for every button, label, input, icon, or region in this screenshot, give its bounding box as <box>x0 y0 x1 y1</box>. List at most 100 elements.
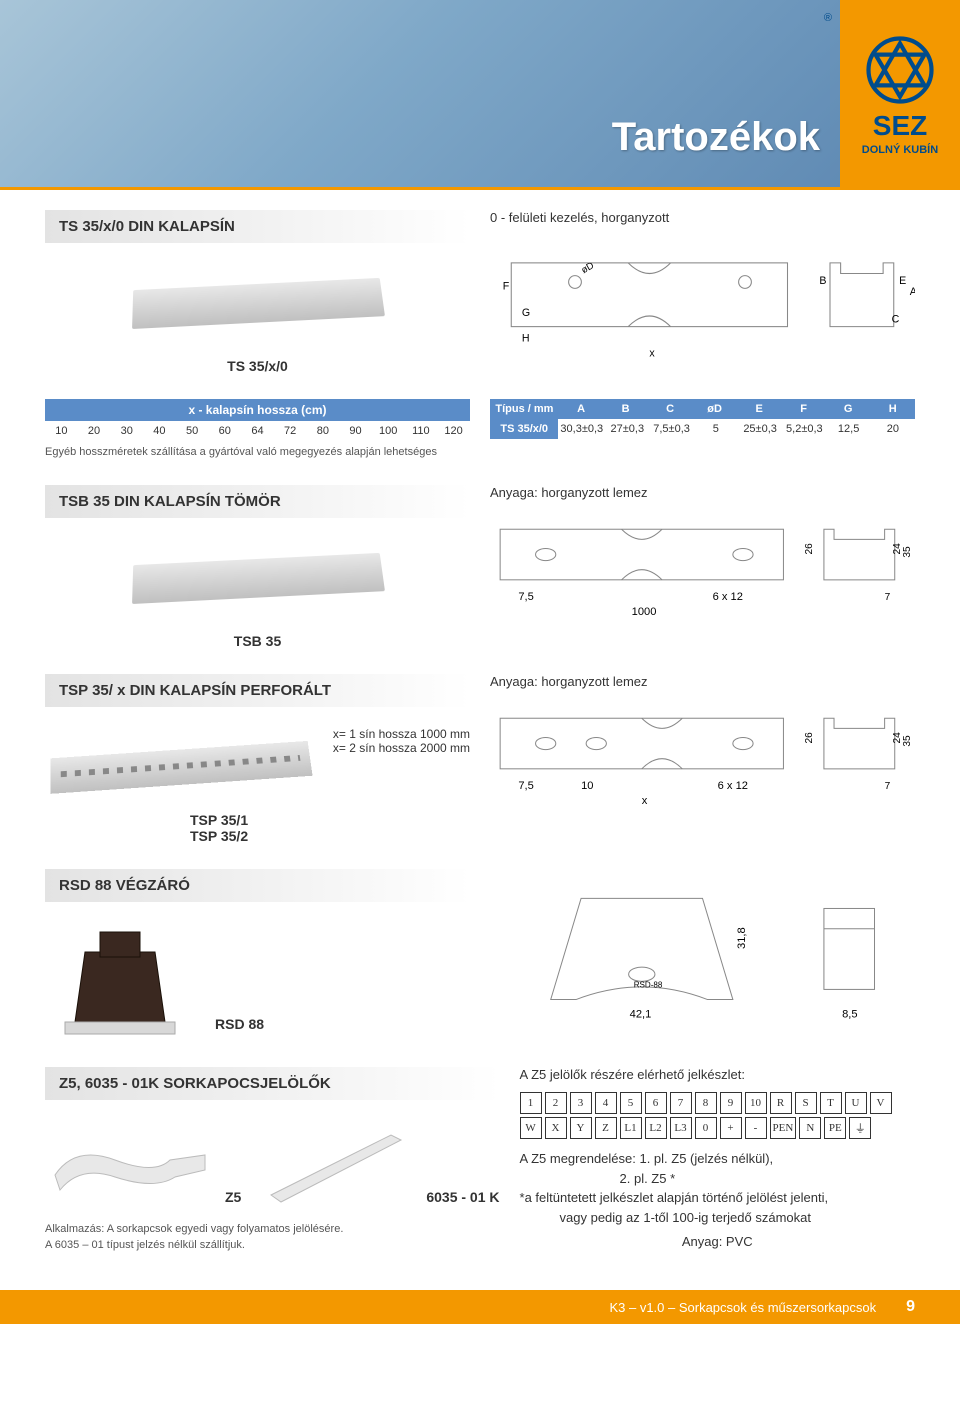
marker-set: 12345678910RSTUVWXYZL1L2L30+-PENNPE⏚ <box>520 1092 915 1139</box>
marker-8: 8 <box>695 1092 717 1114</box>
ts35-label: TS 35/x/0 <box>45 358 470 374</box>
marker-X: X <box>545 1117 567 1139</box>
marker-T: T <box>820 1092 842 1114</box>
svg-text:31,8: 31,8 <box>736 927 748 949</box>
page-title: Tartozékok <box>612 115 820 160</box>
tsb35-image <box>45 528 470 628</box>
type-headers: Típus / mmABCøDEFGH <box>490 399 915 419</box>
marker-1: 1 <box>520 1092 542 1114</box>
marker-Y: Y <box>570 1117 592 1139</box>
tsp35-header: TSP 35/ x DIN KALAPSÍN PERFORÁLT <box>45 674 470 707</box>
marker-L1: L1 <box>620 1117 642 1139</box>
tsp35-desc: Anyaga: horganyzott lemez <box>490 674 915 689</box>
ts35-diagram: F G H x øD B E A C <box>490 235 915 365</box>
page-footer: K3 – v1.0 – Sorkapcsok és műszersorkapcs… <box>0 1290 960 1324</box>
svg-text:E: E <box>899 275 906 287</box>
marker-W: W <box>520 1117 542 1139</box>
ts35-desc: 0 - felületi kezelés, horganyzott <box>490 210 915 225</box>
tsb35-diagram: 7,5 6 x 12 1000 26 24 35 7 <box>490 510 915 620</box>
svg-text:26: 26 <box>804 543 815 555</box>
svg-text:6 x 12: 6 x 12 <box>718 780 748 792</box>
tsp35-diagram: 7,5 10 6 x 12 x 26 24 35 7 <box>490 699 915 809</box>
svg-text:42,1: 42,1 <box>630 1009 652 1021</box>
svg-text:1000: 1000 <box>632 607 657 619</box>
svg-text:8,5: 8,5 <box>842 1009 857 1021</box>
tsp35-labels: TSP 35/1 TSP 35/2 <box>45 812 470 844</box>
type-row: TS 35/x/030,3±0,327±0,37,5±0,3525±0,35,2… <box>490 419 915 439</box>
svg-text:7: 7 <box>885 781 891 792</box>
svg-text:26: 26 <box>804 732 815 744</box>
footer-text: K3 – v1.0 – Sorkapcsok és műszersorkapcs… <box>609 1300 876 1315</box>
marker-10: 10 <box>745 1092 767 1114</box>
sez-logo-icon <box>865 35 935 105</box>
svg-text:35: 35 <box>902 546 913 558</box>
marker-PE: PE <box>824 1117 846 1139</box>
svg-text:G: G <box>522 307 530 319</box>
6035-image <box>251 1120 416 1215</box>
z5-desc: A Z5 jelölők részére elérhető jelkészlet… <box>520 1067 915 1082</box>
marker-Z: Z <box>595 1117 617 1139</box>
length-table: x - kalapsín hossza (cm) 102030405060647… <box>45 399 470 441</box>
marker-3: 3 <box>570 1092 592 1114</box>
svg-text:35: 35 <box>902 735 913 747</box>
svg-text:RSD-88: RSD-88 <box>634 980 663 989</box>
length-note: Egyéb hosszméretek szállítása a gyártóva… <box>45 446 470 458</box>
marker-⏚: ⏚ <box>849 1117 871 1139</box>
marker-0: 0 <box>695 1117 717 1139</box>
svg-text:6 x 12: 6 x 12 <box>713 591 743 603</box>
z5-order-info: A Z5 megrendelése: 1. pl. Z5 (jelzés nél… <box>520 1149 915 1252</box>
z5-label: Z5 <box>225 1189 241 1205</box>
tsp35-image <box>45 727 318 807</box>
rsd88-header: RSD 88 VÉGZÁRÓ <box>45 869 470 902</box>
svg-text:F: F <box>503 280 510 292</box>
brand-logo: SEZ DOLNÝ KUBÍN <box>840 0 960 190</box>
page-number: 9 <box>906 1298 915 1316</box>
svg-text:A: A <box>910 286 915 298</box>
marker-R: R <box>770 1092 792 1114</box>
ts35-image <box>45 253 470 353</box>
svg-text:10: 10 <box>581 780 593 792</box>
logo-subtitle: DOLNÝ KUBÍN <box>862 144 938 156</box>
marker-U: U <box>845 1092 867 1114</box>
6035-label: 6035 - 01 K <box>426 1189 499 1205</box>
z5-usage: Alkalmazás: A sorkapcsok egyedi vagy fol… <box>45 1223 500 1235</box>
marker-4: 4 <box>595 1092 617 1114</box>
svg-text:7,5: 7,5 <box>518 591 533 603</box>
marker-9: 9 <box>720 1092 742 1114</box>
tsb35-header: TSB 35 DIN KALAPSÍN TÖMÖR <box>45 485 470 518</box>
length-caption: x - kalapsín hossza (cm) <box>45 399 470 421</box>
marker-L3: L3 <box>670 1117 692 1139</box>
marker-PEN: PEN <box>770 1117 797 1139</box>
tsp35-note2: x= 2 sín hossza 2000 mm <box>333 741 470 755</box>
marker-L2: L2 <box>645 1117 667 1139</box>
marker--: - <box>745 1117 767 1139</box>
tsp35-note1: x= 1 sín hossza 1000 mm <box>333 727 470 741</box>
type-table: Típus / mmABCøDEFGH TS 35/x/030,3±0,327±… <box>490 399 915 439</box>
marker-6: 6 <box>645 1092 667 1114</box>
rsd88-diagram: RSD-88 42,1 31,8 8,5 <box>490 869 915 1029</box>
tsb35-desc: Anyaga: horganyzott lemez <box>490 485 915 500</box>
marker-V: V <box>870 1092 892 1114</box>
z5-note: A 6035 – 01 típust jelzés nélkül szállít… <box>45 1239 500 1251</box>
hero-banner: Tartozékok SEZ DOLNÝ KUBÍN ® <box>0 0 960 190</box>
marker-2: 2 <box>545 1092 567 1114</box>
tsb35-label: TSB 35 <box>45 633 470 649</box>
marker-7: 7 <box>670 1092 692 1114</box>
z5-header: Z5, 6035 - 01K SORKAPOCSJELÖLŐK <box>45 1067 500 1100</box>
logo-text: SEZ <box>873 110 927 142</box>
svg-text:B: B <box>819 275 826 287</box>
marker-+: + <box>720 1117 742 1139</box>
ts35-header: TS 35/x/0 DIN KALAPSÍN <box>45 210 470 243</box>
svg-text:7: 7 <box>885 592 891 603</box>
svg-text:H: H <box>522 332 530 344</box>
content-area: TS 35/x/0 DIN KALAPSÍN TS 35/x/0 0 - fel… <box>0 190 960 1290</box>
svg-text:x: x <box>649 347 655 359</box>
svg-text:C: C <box>892 313 900 325</box>
marker-S: S <box>795 1092 817 1114</box>
registered-mark: ® <box>824 12 832 24</box>
rsd88-label: RSD 88 <box>215 1016 264 1032</box>
marker-5: 5 <box>620 1092 642 1114</box>
rsd88-image <box>45 912 195 1052</box>
svg-text:x: x <box>642 796 648 808</box>
length-values: 10203040506064728090100110120 <box>45 421 470 441</box>
